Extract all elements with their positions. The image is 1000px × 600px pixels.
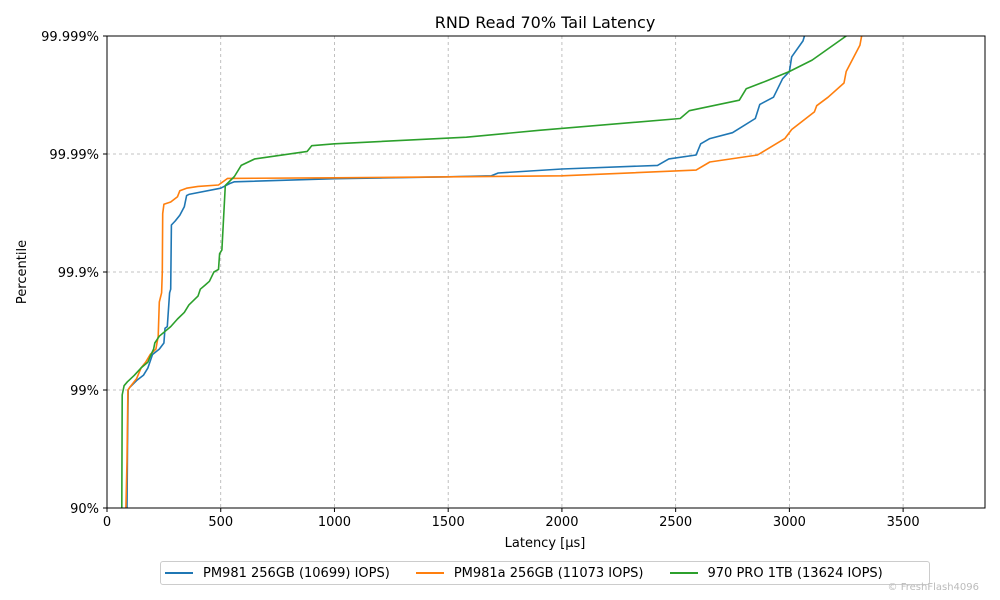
x-tick-label: 1000: [318, 515, 351, 530]
series-lines: [121, 36, 863, 508]
x-axis-title: Latency [µs]: [505, 536, 586, 551]
x-tick-label: 3000: [773, 515, 806, 530]
watermark: © FreshFlash4096: [887, 582, 979, 593]
y-tick-label: 99.99%: [49, 148, 99, 163]
legend: PM981 256GB (10699) IOPS) PM981a 256GB (…: [160, 561, 930, 585]
x-tick-label: 3500: [887, 515, 920, 530]
x-tick-label: 2000: [545, 515, 578, 530]
y-axis-ticks: 90% 99% 99.9% 99.99% 99.999%: [41, 30, 107, 517]
legend-item-970pro: 970 PRO 1TB (13624 IOPS): [669, 565, 883, 581]
legend-swatch-970pro: [669, 572, 698, 574]
legend-item-pm981a: PM981a 256GB (11073 IOPS): [415, 565, 644, 581]
legend-label-pm981a: PM981a 256GB (11073 IOPS): [453, 565, 644, 581]
legend-label-pm981: PM981 256GB (10699) IOPS): [203, 565, 390, 581]
x-tick-label: 500: [208, 515, 233, 530]
y-axis-title: Percentile: [15, 240, 30, 304]
y-tick-label: 90%: [70, 502, 99, 517]
y-tick-label: 99%: [70, 384, 99, 399]
legend-label-970pro: 970 PRO 1TB (13624 IOPS): [707, 565, 883, 581]
y-tick-label: 99.9%: [58, 266, 99, 281]
legend-swatch-pm981a: [415, 572, 444, 574]
series-line-2: [121, 36, 848, 508]
x-tick-label: 1500: [432, 515, 465, 530]
series-line-0: [126, 36, 806, 508]
plot-frame: [106, 35, 986, 509]
series-line-1: [125, 36, 863, 508]
x-tick-label: 2500: [659, 515, 692, 530]
legend-swatch-pm981: [165, 572, 193, 574]
y-tick-label: 99.999%: [41, 30, 99, 45]
grid: [107, 36, 985, 508]
chart-title: RND Read 70% Tail Latency: [435, 13, 656, 32]
legend-item-pm981: PM981 256GB (10699) IOPS): [165, 566, 390, 581]
x-tick-label: 0: [103, 515, 111, 530]
x-axis-ticks: 0 500 1000 1500 2000 2500 3000 3500: [103, 508, 920, 530]
